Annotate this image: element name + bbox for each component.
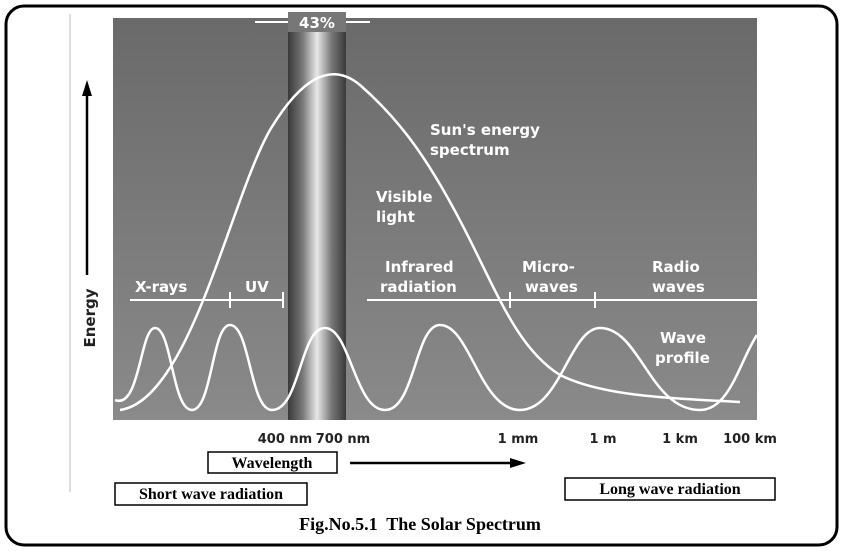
wave-label: Wave profile bbox=[655, 329, 710, 367]
sun-label: Sun's energy spectrum bbox=[430, 121, 540, 159]
region-label: Radio waves bbox=[652, 258, 705, 296]
x-label: Wavelength bbox=[232, 455, 313, 472]
region-arrows bbox=[130, 292, 757, 308]
x-tick-label: 1 km bbox=[662, 432, 698, 447]
x-label-box bbox=[207, 451, 338, 474]
region-label: X-rays bbox=[135, 278, 187, 296]
y-label: Energy bbox=[81, 288, 99, 347]
region-label: Micro-waves bbox=[522, 258, 578, 296]
panel bbox=[113, 18, 757, 420]
y-arrow-head bbox=[82, 80, 92, 96]
x-tick-label: 1 mm bbox=[498, 432, 539, 447]
short-wave-label: Short wave radiation bbox=[139, 486, 283, 503]
peak-label: 43% bbox=[299, 14, 335, 32]
short-wave-box bbox=[114, 482, 308, 506]
x-tick-label: 1 m bbox=[589, 432, 616, 447]
visible-band bbox=[288, 18, 346, 420]
region-label: UV bbox=[245, 278, 269, 296]
long-wave-box bbox=[564, 477, 776, 501]
wave-curve bbox=[114, 323, 759, 412]
x-tick-label: 100 km bbox=[723, 432, 777, 447]
long-wave-label: Long wave radiation bbox=[599, 481, 740, 498]
region-label: Infrared radiation bbox=[380, 258, 457, 296]
x-tick-label: 400 nm bbox=[258, 432, 312, 447]
caption: Fig.No.5.1 The Solar Spectrum bbox=[299, 514, 541, 534]
visible-label: Visible light bbox=[376, 188, 433, 226]
sun-curve bbox=[119, 73, 741, 412]
peak-bg bbox=[288, 12, 346, 32]
frame bbox=[4, 4, 839, 547]
x-tick-label: 700 nm bbox=[316, 432, 370, 447]
x-arrow-head bbox=[510, 458, 526, 468]
